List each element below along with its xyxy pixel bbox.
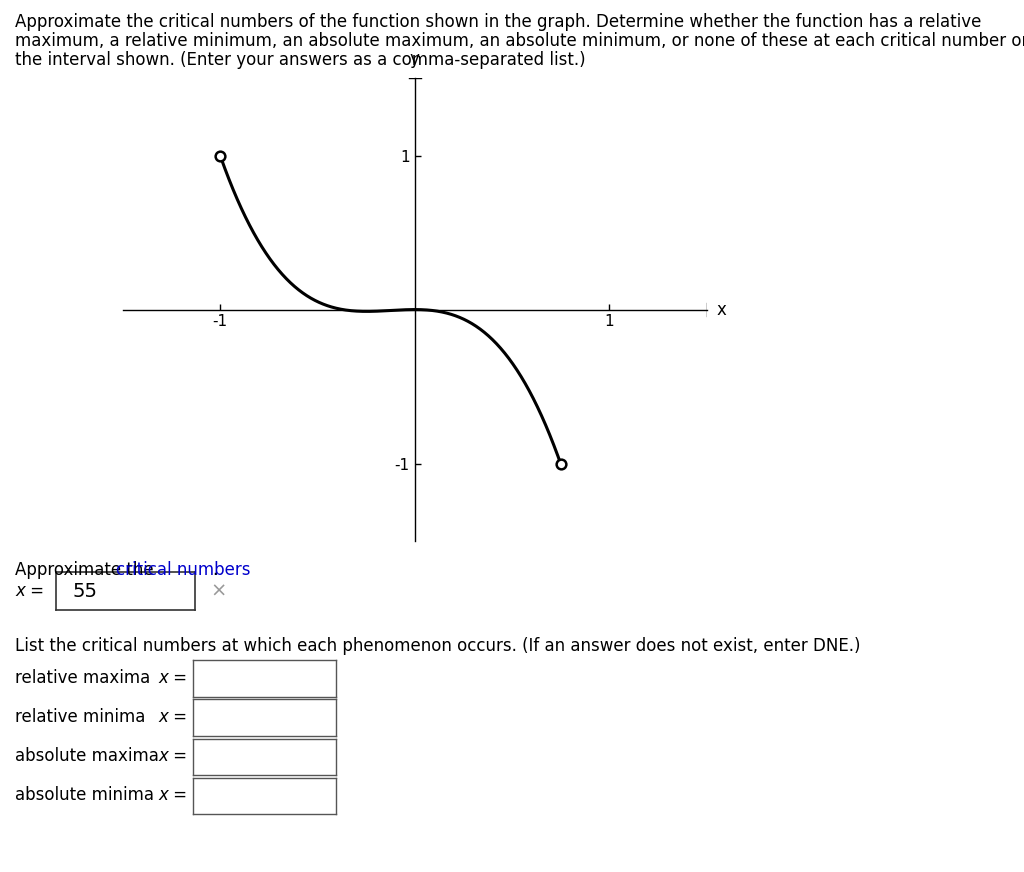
Text: x =: x = bbox=[159, 747, 187, 765]
Text: critical numbers: critical numbers bbox=[116, 561, 250, 579]
Text: relative maxima: relative maxima bbox=[15, 669, 151, 686]
Text: 55: 55 bbox=[73, 582, 98, 601]
Text: Approximate the critical numbers of the function shown in the graph. Determine w: Approximate the critical numbers of the … bbox=[15, 13, 982, 31]
Text: y: y bbox=[410, 50, 420, 68]
Text: .: . bbox=[212, 561, 217, 579]
Text: relative minima: relative minima bbox=[15, 708, 145, 726]
Text: Approximate the: Approximate the bbox=[15, 561, 160, 579]
Text: maximum, a relative minimum, an absolute maximum, an absolute minimum, or none o: maximum, a relative minimum, an absolute… bbox=[15, 32, 1024, 51]
Text: x =: x = bbox=[159, 708, 187, 726]
Text: x: x bbox=[717, 301, 726, 318]
Text: the interval shown. (Enter your answers as a comma-separated list.): the interval shown. (Enter your answers … bbox=[15, 51, 586, 70]
Text: ×: × bbox=[210, 582, 226, 601]
Text: x =: x = bbox=[15, 582, 44, 600]
Text: x =: x = bbox=[159, 787, 187, 804]
Text: absolute minima: absolute minima bbox=[15, 787, 155, 804]
Text: absolute maxima: absolute maxima bbox=[15, 747, 160, 765]
Text: x =: x = bbox=[159, 669, 187, 686]
Text: List the critical numbers at which each phenomenon occurs. (If an answer does no: List the critical numbers at which each … bbox=[15, 637, 861, 655]
